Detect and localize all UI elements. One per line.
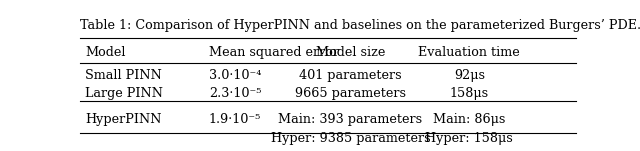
Text: Small PINN: Small PINN — [85, 69, 162, 82]
Text: 9665 parameters: 9665 parameters — [295, 87, 406, 100]
Text: Model size: Model size — [316, 46, 385, 59]
Text: 158μs: 158μs — [450, 87, 489, 100]
Text: Model: Model — [85, 46, 125, 59]
Text: Large PINN: Large PINN — [85, 87, 163, 100]
Text: Table 1: Comparison of HyperPINN and baselines on the parameterized Burgers’ PDE: Table 1: Comparison of HyperPINN and bas… — [80, 19, 640, 32]
Text: Mean squared error: Mean squared error — [209, 46, 339, 59]
Text: 92μs: 92μs — [454, 69, 485, 82]
Text: Main: 393 parameters
Hyper: 9385 parameters: Main: 393 parameters Hyper: 9385 paramet… — [271, 113, 430, 145]
Text: Evaluation time: Evaluation time — [419, 46, 520, 59]
Text: 1.9·10⁻⁵: 1.9·10⁻⁵ — [209, 113, 261, 126]
Text: Main: 86μs
Hyper: 158μs: Main: 86μs Hyper: 158μs — [426, 113, 513, 145]
Text: HyperPINN: HyperPINN — [85, 113, 161, 126]
Text: 3.0·10⁻⁴: 3.0·10⁻⁴ — [209, 69, 261, 82]
Text: 2.3·10⁻⁵: 2.3·10⁻⁵ — [209, 87, 261, 100]
Text: 401 parameters: 401 parameters — [299, 69, 402, 82]
